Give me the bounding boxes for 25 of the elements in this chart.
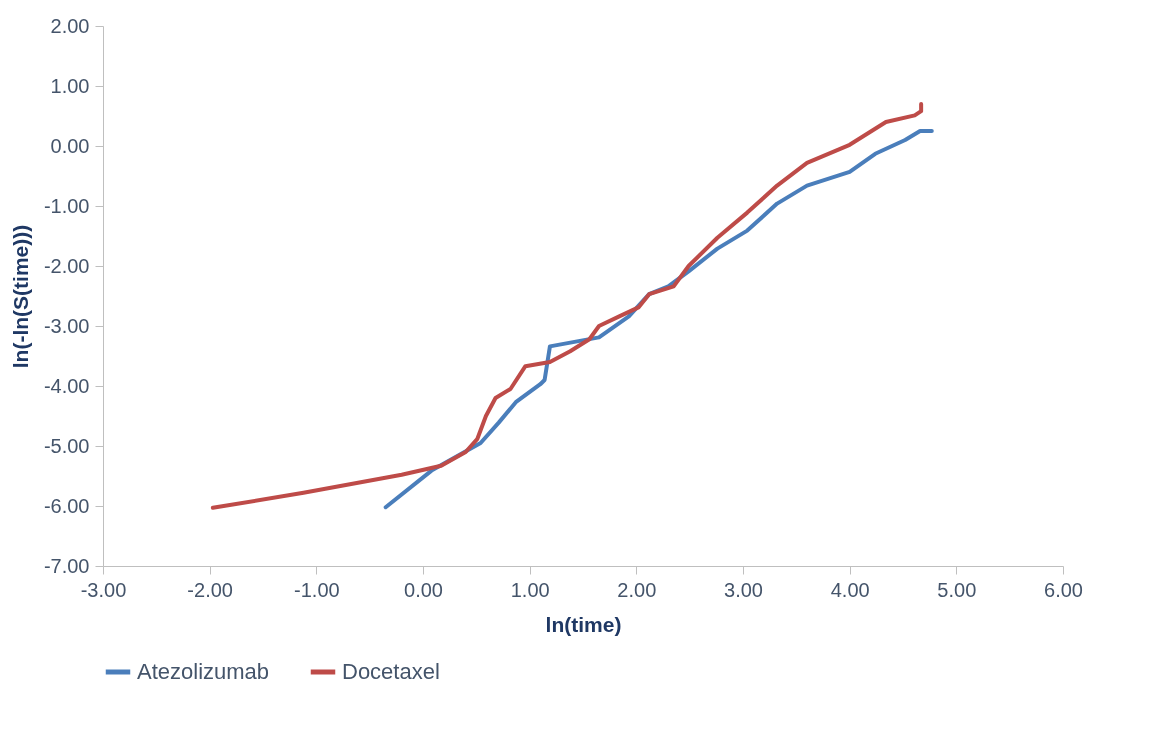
y-tick-label: 0.00 bbox=[50, 134, 90, 157]
y-tick-label: -1.00 bbox=[43, 194, 90, 217]
x-tick-label: 6.00 bbox=[1044, 578, 1083, 601]
y-tick-label: -2.00 bbox=[43, 254, 90, 277]
y-axis-title: ln(-ln(S(time))) bbox=[8, 224, 32, 369]
x-tick-label: 5.00 bbox=[937, 578, 977, 601]
line-series bbox=[210, 102, 924, 510]
y-tick-label: -5.00 bbox=[43, 434, 90, 457]
y-tick-label: 1.00 bbox=[50, 74, 90, 97]
x-tick-label: -2.00 bbox=[187, 578, 233, 601]
x-tick-label: 2.00 bbox=[617, 578, 657, 601]
x-tick-label: 1.00 bbox=[510, 578, 550, 601]
x-tick-label: -1.00 bbox=[294, 578, 340, 601]
x-axis-title: ln(time) bbox=[545, 612, 622, 636]
y-tick-label: 2.00 bbox=[50, 14, 90, 37]
x-tick-label: 4.00 bbox=[830, 578, 870, 601]
x-tick-label: -3.00 bbox=[80, 578, 127, 601]
y-tick-label: -3.00 bbox=[43, 314, 90, 337]
x-tick-label: 0.00 bbox=[404, 578, 443, 601]
y-tick-label: -6.00 bbox=[43, 494, 90, 517]
y-tick-label: -4.00 bbox=[43, 374, 90, 397]
legend-label: Docetaxel bbox=[342, 659, 440, 684]
legend-label: Atezolizumab bbox=[137, 659, 270, 684]
x-tick-label: 3.00 bbox=[724, 578, 763, 601]
y-tick-label: -7.00 bbox=[43, 554, 90, 577]
